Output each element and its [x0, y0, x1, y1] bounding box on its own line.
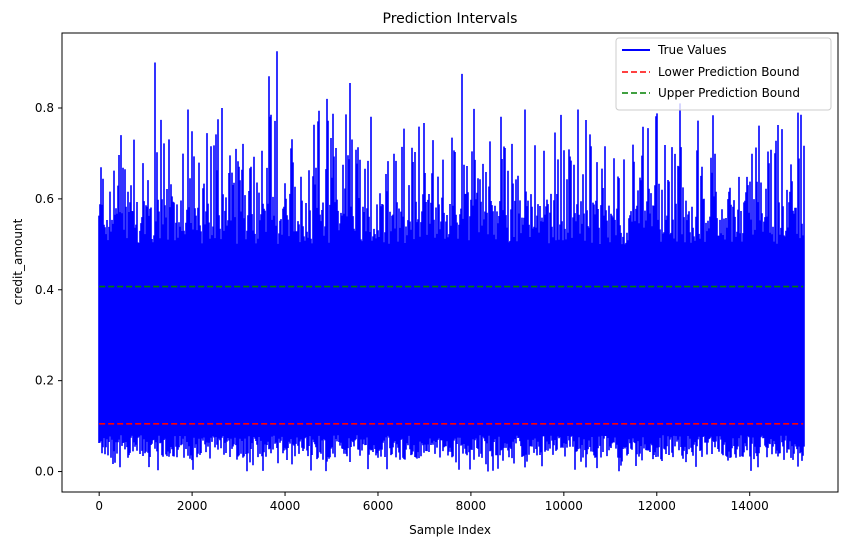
- x-axis-label: Sample Index: [409, 523, 491, 537]
- true-values-line: [98, 51, 805, 472]
- y-tick-label: 0.0: [35, 465, 54, 479]
- y-tick-label: 0.6: [35, 192, 54, 206]
- x-tick-label: 14000: [731, 499, 769, 513]
- y-tick-label: 0.4: [35, 283, 54, 297]
- legend: True Values Lower Prediction Bound Upper…: [615, 37, 832, 111]
- x-tick-label: 0: [95, 499, 103, 513]
- chart-title: Prediction Intervals: [383, 11, 518, 27]
- x-axis: 0 2000 4000 6000 8000 10000 12000 14000: [95, 492, 769, 513]
- x-tick-label: 12000: [638, 499, 676, 513]
- x-tick-label: 6000: [363, 499, 394, 513]
- legend-label-lower-bound: Lower Prediction Bound: [658, 65, 800, 79]
- y-axis-label: credit_amount: [11, 218, 25, 305]
- plot-frame: [61, 32, 839, 493]
- x-tick-label: 8000: [456, 499, 487, 513]
- x-tick-label: 2000: [177, 499, 208, 513]
- x-tick-label: 4000: [270, 499, 301, 513]
- y-tick-label: 0.2: [35, 374, 54, 388]
- x-tick-label: 10000: [545, 499, 583, 513]
- y-tick-label: 0.8: [35, 101, 54, 115]
- legend-label-true-values: True Values: [657, 43, 727, 57]
- legend-box: [615, 37, 832, 111]
- y-axis: 0.0 0.2 0.4 0.6 0.8: [35, 101, 62, 479]
- legend-label-upper-bound: Upper Prediction Bound: [658, 86, 800, 100]
- plot-area: [98, 51, 805, 472]
